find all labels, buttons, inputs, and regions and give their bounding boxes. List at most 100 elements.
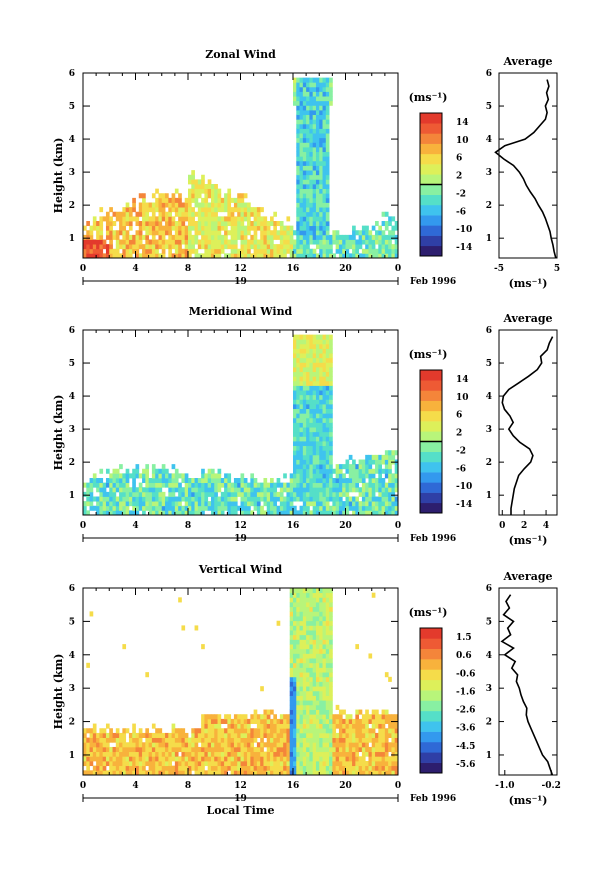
heatmap-cell: [89, 751, 94, 757]
heatmap-cell: [329, 371, 333, 377]
heatmap-cell: [365, 770, 369, 776]
heatmap-cell: [306, 147, 310, 153]
heatmap-cell: [92, 473, 97, 479]
heatmap-cell: [309, 357, 314, 363]
heatmap-cell: [279, 491, 284, 497]
heatmap-cell: [391, 473, 396, 479]
heatmap-cell: [224, 216, 228, 222]
heatmap-cell: [338, 709, 343, 715]
heatmap-cell: [194, 765, 199, 771]
heatmap-cell: [253, 728, 258, 734]
heatmap-cell: [266, 728, 271, 734]
heatmap-cell: [299, 147, 304, 153]
heatmap-cell: [325, 353, 330, 359]
heatmap-cell: [296, 491, 300, 497]
heatmap-cell: [319, 91, 323, 97]
heatmap-cell: [276, 496, 281, 502]
heatmap-cell: [312, 723, 317, 729]
heatmap-cell: [165, 244, 169, 250]
heatmap-cell: [391, 770, 396, 776]
heatmap-cell: [220, 197, 225, 203]
heatmap-cell: [325, 592, 330, 598]
heatmap-cell: [174, 207, 179, 213]
heatmap-cell: [227, 487, 232, 493]
heatmap-cell: [302, 630, 307, 636]
heatmap-cell: [319, 82, 323, 88]
heatmap-cell: [361, 714, 366, 720]
heatmap-cell: [342, 505, 346, 511]
heatmap-cell: [210, 496, 215, 502]
heatmap-cell: [322, 202, 327, 208]
heatmap-cell: [302, 667, 307, 673]
heatmap-cell: [384, 505, 389, 511]
heatmap-cell: [322, 339, 327, 345]
heatmap-cell: [158, 253, 163, 259]
heatmap-cell: [315, 123, 320, 129]
heatmap-cell: [309, 501, 314, 507]
heatmap-cell: [352, 746, 356, 753]
heatmap-cell: [83, 234, 87, 240]
heatmap-cell: [293, 100, 297, 106]
heatmap-cell: [329, 616, 333, 622]
heatmap-cell: [329, 648, 333, 654]
heatmap-cell: [309, 644, 314, 650]
heatmap-cell: [309, 732, 314, 738]
heatmap-cell: [391, 496, 396, 502]
heatmap-cell: [302, 362, 307, 368]
colorbar-swatch: [420, 174, 442, 185]
heatmap-cell: [312, 427, 317, 433]
heatmap-cell: [188, 197, 192, 203]
heatmap-cell: [145, 468, 150, 474]
heatmap-cell: [243, 765, 248, 771]
heatmap-cell: [230, 770, 235, 776]
heatmap-cell: [315, 630, 320, 636]
heatmap-cell: [325, 82, 330, 88]
heatmap-cell: [381, 487, 386, 493]
heatmap-cell: [309, 422, 314, 428]
heatmap-cell: [181, 239, 186, 245]
heatmap-cell: [312, 133, 317, 139]
heatmap-cell: [263, 718, 268, 724]
heatmap-cell: [214, 760, 218, 767]
colorbar-swatch: [420, 164, 442, 175]
heatmap-cell: [227, 760, 232, 767]
heatmap-cell: [302, 367, 307, 373]
heatmap-cell: [293, 505, 297, 511]
heatmap-cell: [322, 441, 327, 447]
heatmap-cell: [358, 732, 363, 738]
heatmap-cell: [381, 505, 386, 511]
heatmap-cell: [299, 376, 304, 382]
heatmap-cell: [158, 193, 163, 199]
heatmap-cell: [319, 751, 323, 757]
heatmap-cell: [243, 756, 248, 762]
heatmap-cell: [391, 756, 396, 762]
heatmap-cell: [240, 728, 245, 734]
heatmap-cell: [115, 501, 120, 507]
heatmap-cell: [178, 230, 182, 236]
heatmap-cell: [296, 606, 300, 612]
heatmap-cell: [335, 765, 340, 771]
heatmap-cell: [89, 253, 94, 259]
heatmap-cell: [293, 746, 297, 753]
colorbar-frame: [419, 627, 443, 774]
y-tick-label: 2: [69, 718, 75, 728]
heatmap-cell: [306, 339, 310, 345]
heatmap-cell: [217, 728, 222, 734]
heatmap-cell: [296, 648, 300, 654]
heatmap-cell: [335, 505, 340, 511]
heatmap-cell: [302, 510, 307, 516]
colorbar-tick-label: -0.6: [456, 669, 475, 679]
heatmap-cell: [384, 709, 389, 715]
heatmap-cell: [191, 737, 195, 743]
heatmap-cell: [306, 211, 310, 217]
heatmap-cell: [309, 216, 314, 222]
heatmap-cell: [352, 501, 356, 507]
heatmap-cell: [302, 244, 307, 250]
heatmap-cell: [89, 760, 94, 767]
heatmap-cell: [299, 156, 304, 162]
heatmap-cell: [89, 248, 94, 254]
heatmap-cell: [319, 611, 323, 617]
heatmap-cell: [394, 496, 399, 502]
heatmap-cell: [361, 505, 366, 511]
